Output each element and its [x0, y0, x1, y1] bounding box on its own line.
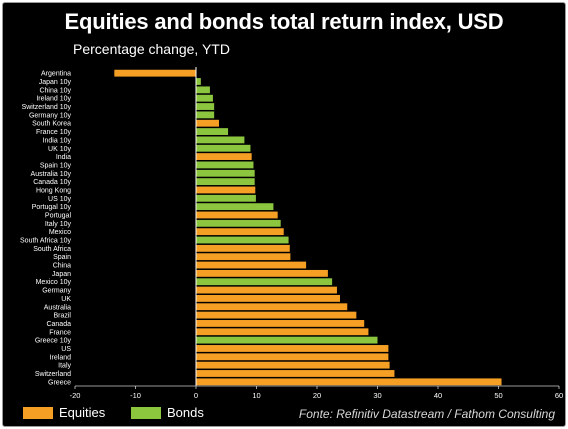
- category-label: Greece 10y: [35, 338, 72, 345]
- bar-south-africa-10y: [196, 236, 289, 244]
- legend-bonds-label: Bonds: [167, 405, 204, 420]
- bar-france: [196, 328, 369, 336]
- bar-china: [196, 261, 307, 269]
- bar-japan: [196, 269, 328, 277]
- bar-mexico-10y: [196, 278, 333, 286]
- bar-canada: [196, 320, 365, 327]
- category-label: Germany 10y: [29, 112, 72, 119]
- bar-spain: [196, 253, 291, 261]
- bar-uk: [196, 294, 340, 302]
- category-label: Greece: [48, 379, 71, 386]
- category-label: Argentina: [41, 71, 71, 78]
- bar-italy-10y: [196, 219, 281, 227]
- bar-south-africa: [196, 244, 290, 252]
- bar-portugal: [196, 211, 278, 219]
- category-label: India: [56, 154, 71, 161]
- category-label: Germany: [42, 288, 71, 295]
- category-label: Japan 10y: [39, 79, 72, 86]
- category-label: China 10y: [39, 87, 71, 94]
- category-label: Italy 10y: [45, 221, 72, 228]
- bar-south-korea: [196, 119, 219, 127]
- bar-japan-10y: [196, 78, 201, 85]
- bar-switzerland-10y: [196, 103, 215, 110]
- category-label: UK 10y: [48, 146, 71, 153]
- category-label: Switzerland: [35, 371, 71, 378]
- bar-ireland: [196, 353, 389, 361]
- bar-uk-10y: [196, 144, 251, 152]
- legend-bonds: Bonds: [131, 405, 204, 420]
- category-label: South Africa 10y: [20, 238, 71, 245]
- category-label: Switzerland 10y: [22, 104, 72, 111]
- category-label: Ireland 10y: [36, 96, 71, 103]
- category-label: Canada 10y: [33, 179, 71, 186]
- legend-equities-swatch: [23, 406, 53, 419]
- source-note: Fonte: Refinitiv Datastream / Fathom Con…: [298, 407, 555, 421]
- x-tick-label: 50: [494, 391, 502, 400]
- bar-greece: [196, 378, 502, 386]
- bar-switzerland: [196, 370, 395, 377]
- category-label: Portugal: [45, 212, 72, 219]
- bar-china-10y: [196, 86, 210, 94]
- bar-australia-10y: [196, 169, 255, 177]
- legend-equities: Equities: [23, 405, 105, 420]
- category-label: Spain 10y: [40, 162, 72, 169]
- bar-australia: [196, 303, 348, 311]
- x-tick-label: 10: [252, 391, 260, 400]
- category-label: US 10y: [48, 196, 71, 203]
- bar-brazil: [196, 311, 357, 319]
- x-tick-label: 20: [313, 391, 321, 400]
- bar-germany-10y: [196, 111, 215, 119]
- bar-canada-10y: [196, 178, 255, 186]
- bar-us-10y: [196, 194, 256, 202]
- bar-argentina: [114, 69, 196, 77]
- bar-india: [196, 153, 252, 161]
- category-label: Brazil: [53, 313, 71, 320]
- x-tick-label: -10: [130, 391, 141, 400]
- bar-mexico: [196, 228, 284, 236]
- bar-italy: [196, 361, 390, 369]
- category-label: India 10y: [43, 137, 72, 144]
- bar-portugal-10y: [196, 203, 274, 211]
- category-label: Ireland: [50, 354, 72, 361]
- chart-subtitle: Percentage change, YTD: [73, 41, 230, 57]
- category-label: Spain: [53, 254, 71, 261]
- x-tick-label: 60: [555, 391, 563, 400]
- bar-greece-10y: [196, 336, 378, 344]
- category-label: China: [53, 263, 71, 270]
- legend-bonds-swatch: [131, 406, 161, 419]
- bar-india-10y: [196, 136, 245, 144]
- category-label: Canada: [46, 321, 71, 328]
- chart-title: Equities and bonds total return index, U…: [64, 9, 504, 34]
- category-label: Portugal 10y: [32, 204, 72, 211]
- x-tick-label: 40: [434, 391, 442, 400]
- bar-hong-kong: [196, 186, 256, 194]
- category-label: Mexico 10y: [36, 279, 72, 286]
- category-label: Japan: [52, 271, 71, 278]
- bar-spain-10y: [196, 161, 254, 169]
- category-label: Australia: [44, 304, 71, 311]
- category-label: Italy: [58, 363, 71, 370]
- x-tick-label: 30: [373, 391, 381, 400]
- legend-equities-label: Equities: [59, 405, 106, 420]
- bar-germany: [196, 286, 337, 294]
- bar-france-10y: [196, 128, 229, 135]
- x-tick-label: -20: [70, 391, 81, 400]
- bar-ireland-10y: [196, 94, 213, 102]
- category-label: Hong Kong: [36, 187, 71, 194]
- category-label: Mexico: [49, 229, 71, 236]
- category-label: South Africa: [33, 246, 71, 253]
- bar-us: [196, 345, 389, 352]
- category-label: UK: [61, 296, 71, 303]
- category-label: France: [49, 329, 71, 336]
- category-label: France 10y: [36, 129, 72, 136]
- x-tick-label: 0: [194, 391, 198, 400]
- category-label: Australia 10y: [31, 171, 72, 178]
- category-label: South Korea: [32, 121, 71, 128]
- category-label: US: [61, 346, 71, 353]
